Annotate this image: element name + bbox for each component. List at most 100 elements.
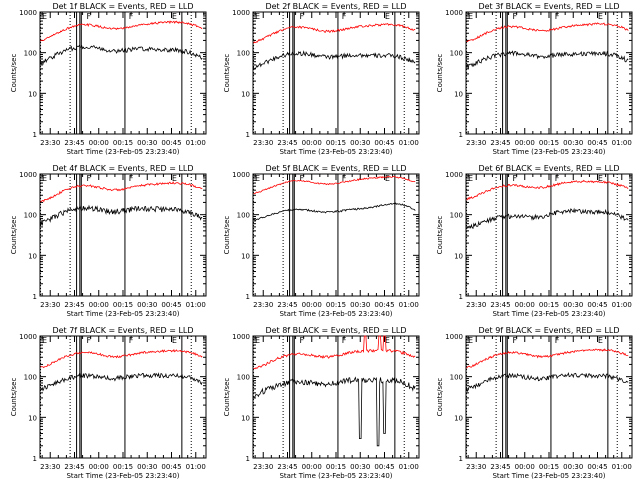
- event-marker-label: E: [468, 12, 473, 21]
- event-marker-label: E: [255, 174, 260, 183]
- series-line-events: [466, 50, 629, 69]
- x-tick-label: 23:30: [466, 463, 486, 471]
- x-tick-label: 00:30: [350, 139, 370, 147]
- y-tick-label: 100: [237, 374, 250, 382]
- x-tick-label: 00:15: [326, 139, 346, 147]
- y-tick-label: 10: [241, 252, 250, 260]
- x-tick-label: 00:45: [374, 139, 394, 147]
- y-axis-label: Counts/sec: [10, 216, 18, 255]
- y-tick-label: 1: [246, 293, 250, 301]
- x-tick-label: 01:00: [399, 301, 419, 309]
- chart-title: Det 2f BLACK = Events, RED = LLD: [265, 2, 406, 11]
- y-tick-label: 1000: [19, 171, 37, 179]
- x-tick-label: 23:45: [277, 139, 297, 147]
- y-tick-label: 10: [28, 252, 37, 260]
- event-marker-label: E: [172, 336, 177, 345]
- x-tick-label: 23:30: [253, 139, 273, 147]
- x-tick-label: 00:45: [161, 463, 181, 471]
- chart-title: Det 9f BLACK = Events, RED = LLD: [478, 326, 619, 335]
- chart-title: Det 6f BLACK = Events, RED = LLD: [478, 164, 619, 173]
- event-marker-label: E: [468, 174, 473, 183]
- y-tick-label: 100: [450, 212, 463, 220]
- x-tick-label: 23:30: [40, 139, 60, 147]
- event-marker-label: F: [87, 12, 92, 21]
- plot-frame: [39, 173, 207, 297]
- y-axis-label: Counts/sec: [223, 216, 231, 255]
- x-tick-label: 00:15: [113, 301, 133, 309]
- y-axis-label: Counts/sec: [10, 378, 18, 417]
- event-marker-label: F: [555, 336, 560, 345]
- x-tick-label: 00:45: [161, 301, 181, 309]
- y-tick-label: 100: [237, 50, 250, 58]
- x-tick-label: 00:00: [302, 463, 322, 471]
- chart-panel-2: Det 2f BLACK = Events, RED = LLD 1 10 100 10…: [223, 2, 420, 156]
- x-tick-label: 23:30: [40, 463, 60, 471]
- series-line-lld: [253, 23, 416, 44]
- x-tick-label: 01:00: [399, 139, 419, 147]
- x-axis-label: Start Time (23-Feb-05 23:23:40): [279, 472, 392, 480]
- chart-title: Det 7f BLACK = Events, RED = LLD: [52, 326, 193, 335]
- chart-title: Det 4f BLACK = Events, RED = LLD: [52, 164, 193, 173]
- series-line-lld: [253, 175, 416, 195]
- event-marker-label: E: [255, 336, 260, 345]
- y-tick-label: 1: [459, 293, 463, 301]
- event-marker-label: F: [555, 174, 560, 183]
- x-axis-label: Start Time (23-Feb-05 23:23:40): [279, 148, 392, 156]
- y-tick-label: 1: [33, 455, 37, 463]
- y-tick-label: 1000: [19, 333, 37, 341]
- event-marker-label: E: [385, 336, 390, 345]
- y-tick-label: 1000: [445, 333, 463, 341]
- event-marker-label: F: [300, 336, 305, 345]
- event-marker-label: F: [555, 12, 560, 21]
- x-tick-label: 00:45: [587, 301, 607, 309]
- plot-frame: [252, 335, 420, 459]
- event-marker-label: F: [513, 12, 518, 21]
- x-tick-label: 23:45: [64, 139, 84, 147]
- series-line-events: [466, 207, 629, 230]
- chart-panel-8: Det 8f BLACK = Events, RED = LLD 1 10 100 10…: [223, 326, 420, 480]
- plot-frame: [465, 173, 633, 297]
- y-tick-label: 1: [246, 131, 250, 139]
- x-tick-label: 00:15: [326, 301, 346, 309]
- x-tick-label: 00:00: [302, 301, 322, 309]
- x-tick-label: 00:15: [539, 301, 559, 309]
- x-tick-label: 23:45: [64, 463, 84, 471]
- chart-title: Det 8f BLACK = Events, RED = LLD: [265, 326, 406, 335]
- series-line-lld: [253, 335, 416, 370]
- x-tick-label: 00:30: [563, 301, 583, 309]
- event-marker-label: E: [42, 174, 47, 183]
- y-axis-label: Counts/sec: [436, 378, 444, 417]
- chart-panel-3: Det 3f BLACK = Events, RED = LLD 1 10 100 10…: [436, 2, 633, 156]
- x-tick-label: 23:30: [253, 301, 273, 309]
- x-axis-label: Start Time (23-Feb-05 23:23:40): [66, 310, 179, 318]
- y-tick-label: 10: [454, 90, 463, 98]
- x-axis-label: Start Time (23-Feb-05 23:23:40): [279, 310, 392, 318]
- x-axis-label: Start Time (23-Feb-05 23:23:40): [66, 472, 179, 480]
- y-tick-label: 100: [450, 374, 463, 382]
- y-tick-label: 10: [454, 414, 463, 422]
- event-marker-label: E: [385, 174, 390, 183]
- event-marker-label: F: [87, 174, 92, 183]
- x-tick-label: 00:15: [113, 463, 133, 471]
- x-tick-label: 00:30: [563, 139, 583, 147]
- event-marker-label: F: [87, 336, 92, 345]
- y-tick-label: 1: [33, 131, 37, 139]
- x-tick-label: 00:00: [89, 463, 109, 471]
- x-tick-label: 00:15: [539, 139, 559, 147]
- series-line-events: [40, 44, 203, 66]
- event-marker-label: E: [42, 12, 47, 21]
- chart-panel-5: Det 5f BLACK = Events, RED = LLD 1 10 100 10…: [223, 164, 420, 318]
- plot-frame: [465, 335, 633, 459]
- x-tick-label: 00:15: [326, 463, 346, 471]
- series-line-lld: [40, 20, 203, 42]
- series-line-events: [253, 50, 416, 70]
- y-tick-label: 10: [241, 414, 250, 422]
- series-line-lld: [40, 181, 203, 203]
- event-marker-label: E: [255, 12, 260, 21]
- x-tick-label: 23:45: [490, 463, 510, 471]
- y-tick-label: 1000: [232, 171, 250, 179]
- y-tick-label: 1: [246, 455, 250, 463]
- series-line-lld: [466, 179, 629, 201]
- chart-panel-7: Det 7f BLACK = Events, RED = LLD 1 10 100 10…: [10, 326, 207, 480]
- event-marker-label: E: [172, 12, 177, 21]
